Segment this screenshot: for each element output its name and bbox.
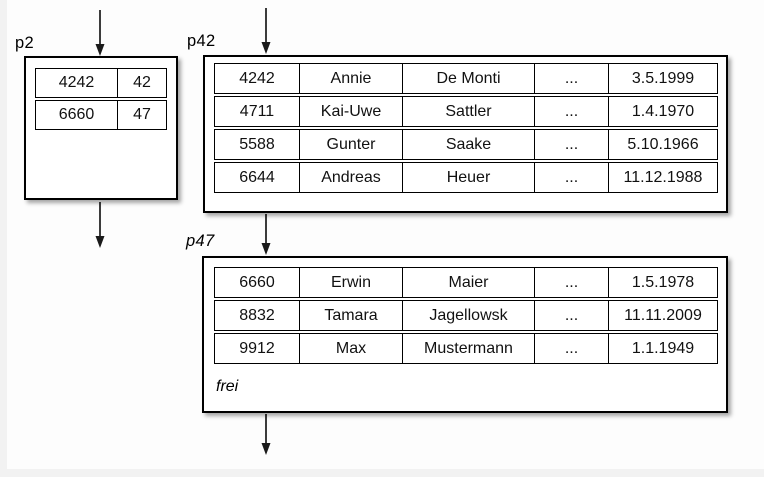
cell-ellipsis: ... bbox=[534, 163, 608, 192]
arrow-into-p2 bbox=[95, 10, 105, 56]
cell-lastname: Sattler bbox=[402, 97, 534, 126]
cell-birthdate: 3.5.1999 bbox=[608, 64, 717, 93]
cell-lastname: Maier bbox=[402, 268, 534, 297]
cell-ellipsis: ... bbox=[534, 301, 608, 330]
cell-id: 6660 bbox=[239, 273, 275, 291]
cell-key: 4242 bbox=[58, 74, 95, 91]
cell-page-pointer: 47 bbox=[117, 101, 166, 129]
cell-ellipsis: ... bbox=[534, 130, 608, 159]
page-box-p42: 4242 Annie De Monti ... 3.5.1999 4711 Ka… bbox=[203, 55, 728, 213]
cell-firstname: Annie bbox=[299, 64, 402, 93]
p47-record-list: 6660 Erwin Maier ... 1.5.1978 8832 Tamar… bbox=[214, 267, 718, 364]
cell-birthdate: 11.11.2009 bbox=[608, 301, 717, 330]
cell-page-pointer: 42 bbox=[117, 69, 166, 97]
cell-birthdate: 5.10.1966 bbox=[608, 130, 717, 159]
record-row: 4711 Kai-Uwe Sattler ... 1.4.1970 bbox=[214, 96, 718, 127]
cell-lastname: Saake bbox=[402, 130, 534, 159]
arrow-p42-to-p47 bbox=[261, 214, 271, 255]
cell-firstname: Gunter bbox=[299, 130, 402, 159]
cell-id: 4242 bbox=[239, 69, 275, 87]
cell-birthdate: 1.4.1970 bbox=[608, 97, 717, 126]
record-row: 9912 Max Mustermann ... 1.1.1949 bbox=[214, 333, 718, 364]
cell-ellipsis: ... bbox=[534, 268, 608, 297]
page-label-p2: p2 bbox=[15, 34, 34, 52]
record-row: 8832 Tamara Jagellowsk ... 11.11.2009 bbox=[214, 300, 718, 331]
cell-id: 9912 bbox=[239, 339, 275, 357]
cell-firstname: Max bbox=[299, 334, 402, 363]
index-row: 6660 47 bbox=[35, 100, 167, 130]
arrow-out-of-p47 bbox=[261, 414, 271, 455]
cell-lastname: De Monti bbox=[402, 64, 534, 93]
left-edge-strip bbox=[0, 0, 7, 477]
cell-id: 6644 bbox=[239, 168, 275, 186]
arrow-into-p42 bbox=[261, 8, 271, 54]
record-row: 6644 Andreas Heuer ... 11.12.1988 bbox=[214, 162, 718, 193]
cell-birthdate: 1.1.1949 bbox=[608, 334, 717, 363]
cell-lastname: Mustermann bbox=[402, 334, 534, 363]
bottom-edge-strip bbox=[0, 469, 764, 477]
p42-record-list: 4242 Annie De Monti ... 3.5.1999 4711 Ka… bbox=[214, 63, 718, 193]
record-row: 6660 Erwin Maier ... 1.5.1978 bbox=[214, 267, 718, 298]
page-label-p42: p42 bbox=[187, 32, 216, 50]
cell-ellipsis: ... bbox=[534, 97, 608, 126]
cell-birthdate: 11.12.1988 bbox=[608, 163, 717, 192]
cell-key: 6660 bbox=[58, 106, 95, 123]
index-row: 4242 42 bbox=[35, 68, 167, 98]
page-label-p47: p47 bbox=[186, 232, 215, 250]
cell-firstname: Kai-Uwe bbox=[299, 97, 402, 126]
record-row: 4242 Annie De Monti ... 3.5.1999 bbox=[214, 63, 718, 94]
cell-birthdate: 1.5.1978 bbox=[608, 268, 717, 297]
cell-firstname: Erwin bbox=[299, 268, 402, 297]
cell-id: 8832 bbox=[239, 306, 275, 324]
cell-ellipsis: ... bbox=[534, 64, 608, 93]
cell-lastname: Jagellowsk bbox=[402, 301, 534, 330]
free-space-label: frei bbox=[216, 378, 239, 395]
cell-lastname: Heuer bbox=[402, 163, 534, 192]
record-row: 5588 Gunter Saake ... 5.10.1966 bbox=[214, 129, 718, 160]
cell-ellipsis: ... bbox=[534, 334, 608, 363]
arrow-out-of-p2 bbox=[95, 202, 105, 248]
cell-firstname: Andreas bbox=[299, 163, 402, 192]
page-box-p2: 4242 42 6660 47 bbox=[24, 56, 178, 200]
cell-id: 4711 bbox=[239, 102, 275, 120]
cell-id: 5588 bbox=[239, 135, 275, 153]
p2-record-list: 4242 42 6660 47 bbox=[35, 68, 167, 130]
cell-firstname: Tamara bbox=[299, 301, 402, 330]
page-box-p47: 6660 Erwin Maier ... 1.5.1978 8832 Tamar… bbox=[202, 256, 728, 413]
